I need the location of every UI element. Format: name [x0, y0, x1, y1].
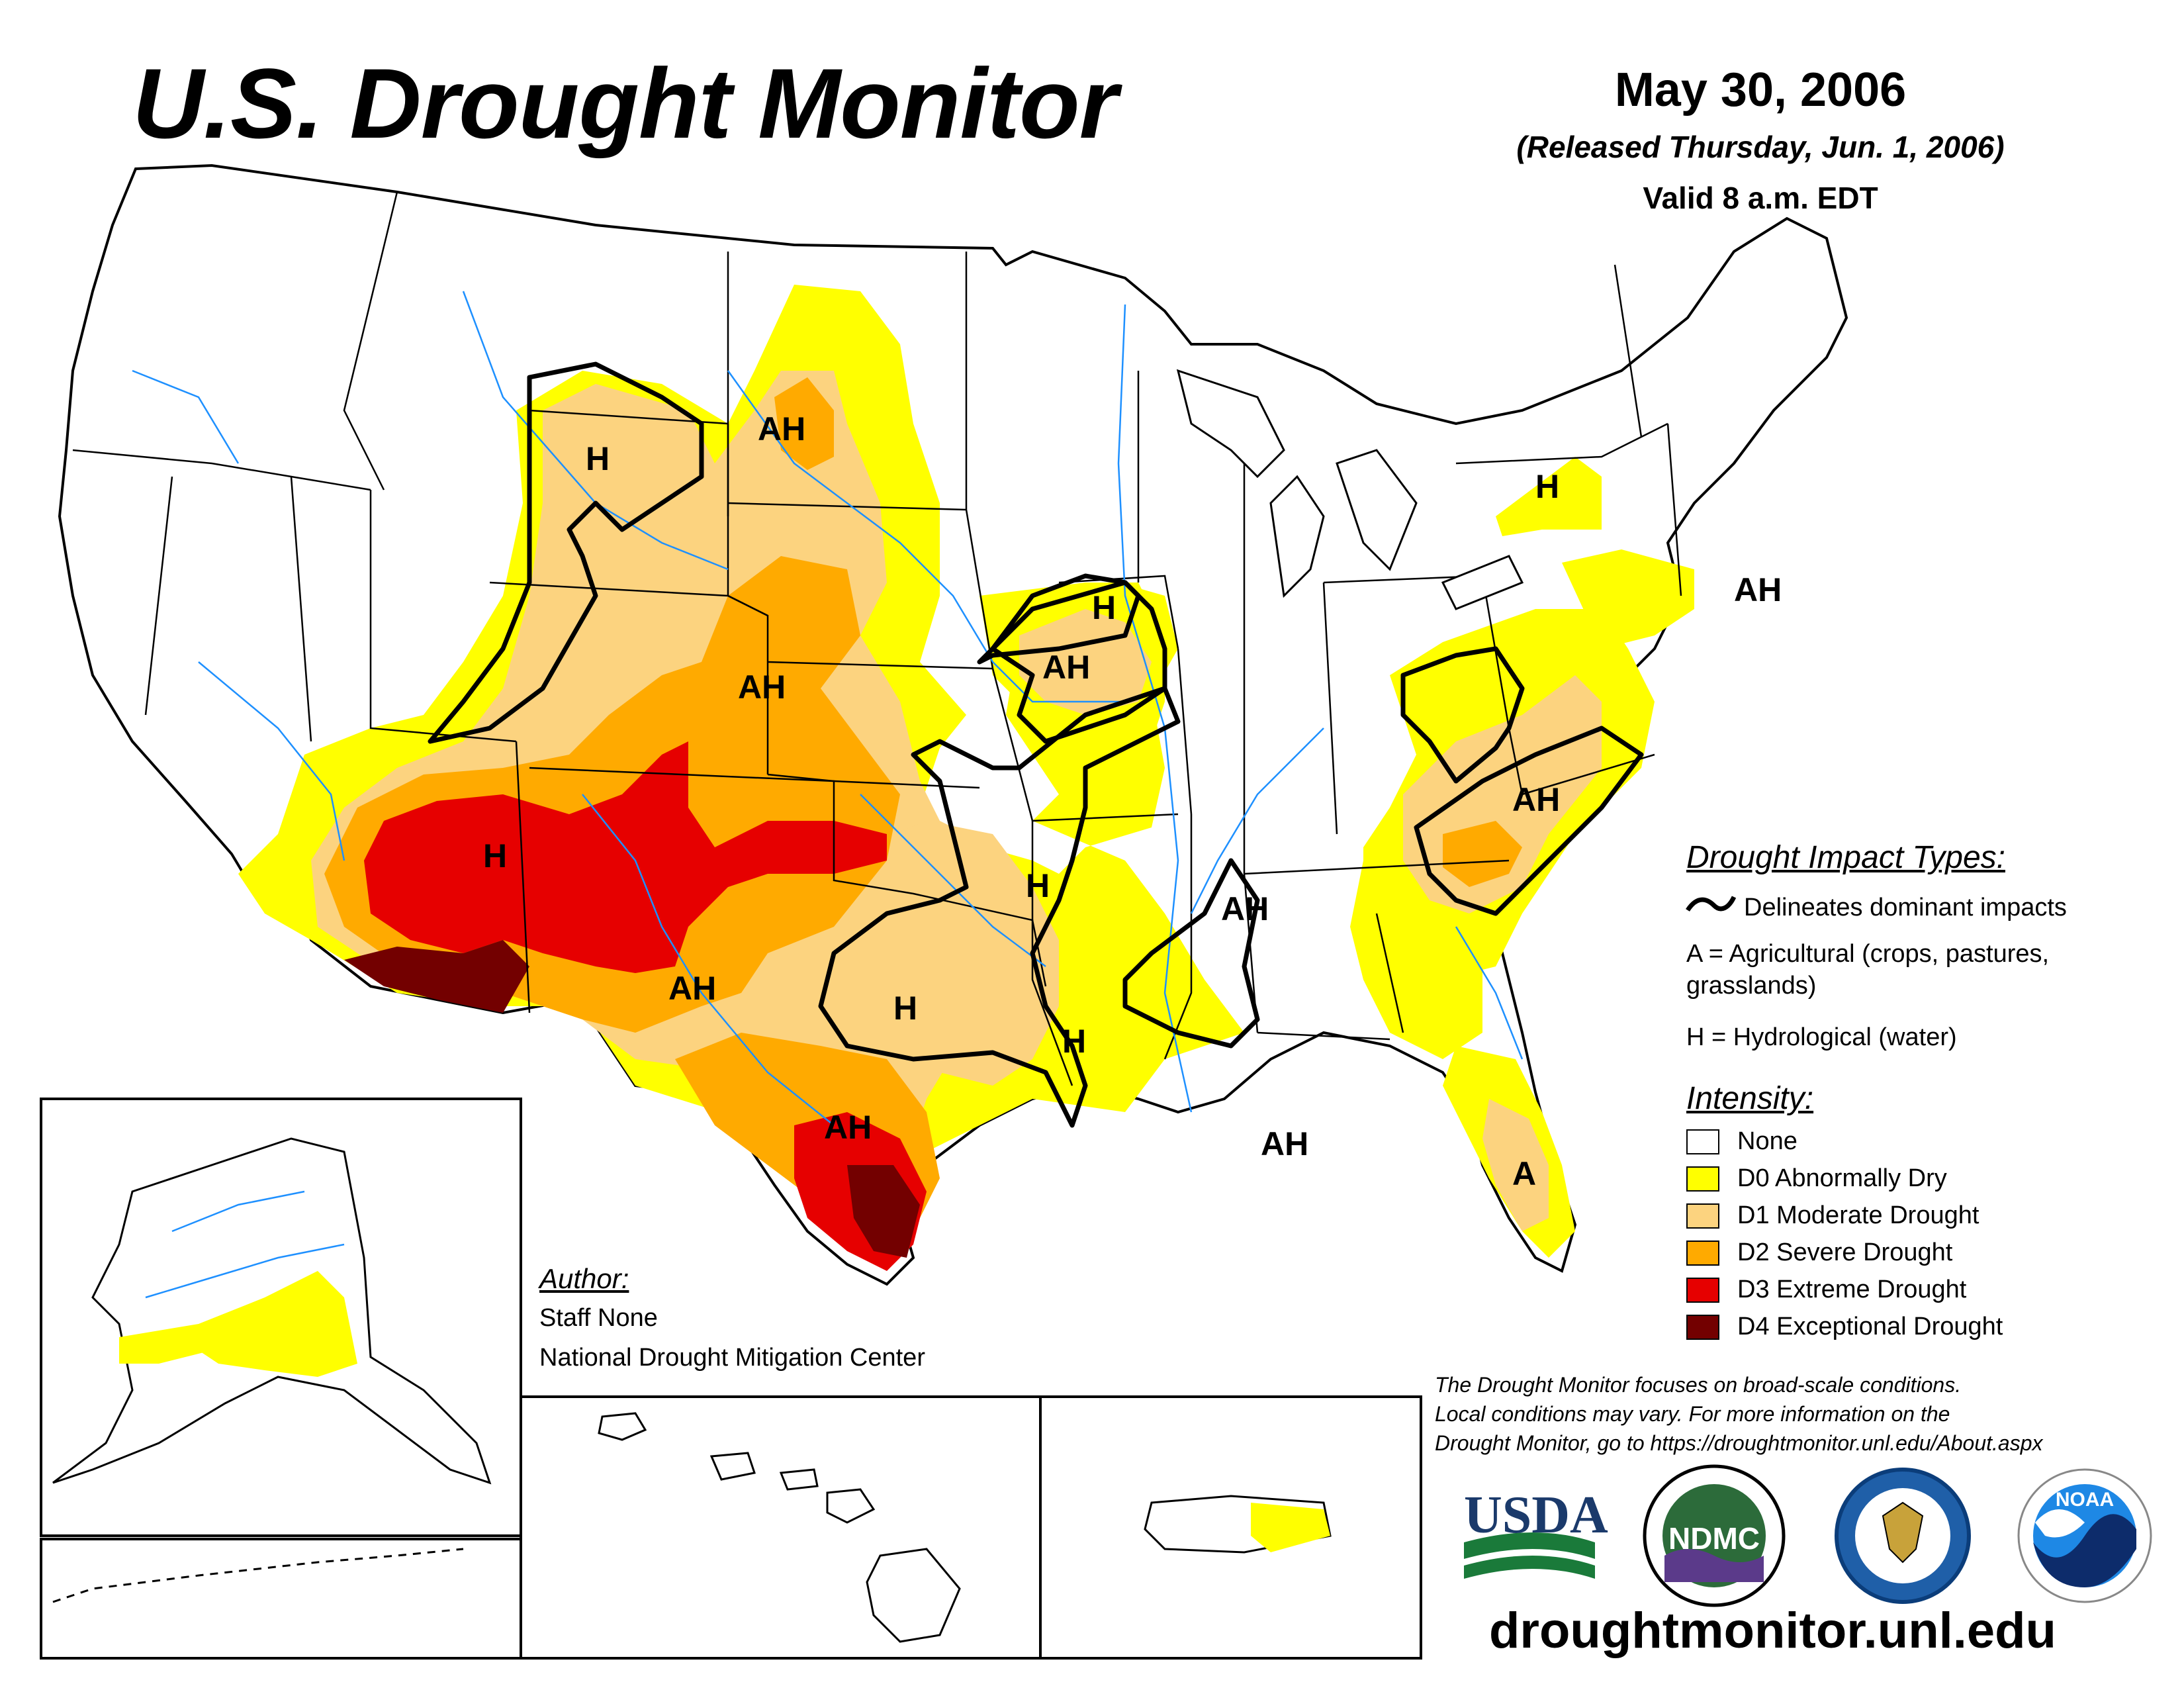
- label-ah-arizona: H: [483, 837, 507, 874]
- usda-logo: USDA: [1464, 1486, 1608, 1579]
- intensity-label-d2: D2 Severe Drought: [1737, 1239, 1953, 1266]
- drought-areas: [238, 285, 1694, 1271]
- disclaimer-line-3: Drought Monitor, go to https://droughtmo…: [1435, 1431, 2043, 1455]
- impact-delineation-icon: [1686, 896, 1737, 912]
- disclaimer-line-2: Local conditions may vary. For more info…: [1435, 1402, 1950, 1426]
- ndmc-logo-text: NDMC: [1668, 1521, 1760, 1556]
- state-boundaries: [72, 191, 1682, 1086]
- map-date: May 30, 2006: [1614, 64, 1907, 117]
- label-h-oklahoma: H: [893, 990, 917, 1027]
- label-ah-texas: AH: [824, 1109, 872, 1146]
- d0-area-northeast: [1496, 457, 1602, 536]
- impact-delineations: [428, 361, 1644, 1128]
- d2-area-virginia: [1443, 821, 1522, 887]
- label-h-wyoming: H: [586, 440, 610, 477]
- label-h-missouri: H: [1026, 867, 1050, 904]
- d2-area-dakotas: [774, 377, 834, 470]
- impact-delineates-text: Delineates dominant impacts: [1744, 894, 2067, 921]
- release-date: (Released Thursday, Jun. 1, 2006): [1516, 130, 2005, 164]
- noaa-logo-text: NOAA: [2056, 1489, 2114, 1511]
- swatch-d1: [1686, 1203, 1719, 1229]
- label-h-iowa: H: [1092, 589, 1116, 626]
- intensity-label-none: None: [1737, 1127, 1797, 1155]
- impact-agricultural-cont-text: grasslands): [1686, 972, 1817, 1000]
- author-name: Staff None: [539, 1304, 658, 1332]
- hawaii-inset: [598, 1412, 961, 1643]
- swatch-none: [1686, 1129, 1719, 1154]
- intensity-label-d4: D4 Exceptional Drought: [1737, 1313, 2003, 1340]
- puerto-rico-inset: [1144, 1495, 1332, 1554]
- intensity-label-d1: D1 Moderate Drought: [1737, 1201, 1979, 1229]
- label-h-northeast: AH: [1734, 571, 1782, 608]
- noaa-logo: NOAA: [2017, 1468, 2152, 1603]
- swatch-d4: [1686, 1315, 1719, 1340]
- label-ah-louisiana: AH: [1261, 1125, 1308, 1162]
- label-h-newyork: H: [1535, 468, 1559, 505]
- impact-hydrological-text: H = Hydrological (water): [1686, 1023, 1957, 1051]
- label-a-florida: A: [1512, 1155, 1536, 1192]
- commerce-logo: [1835, 1468, 1971, 1604]
- label-h-arkansas: H: [1062, 1023, 1086, 1060]
- disclaimer: The Drought Monitor focuses on broad-sca…: [1435, 1370, 2169, 1458]
- disclaimer-line-1: The Drought Monitor focuses on broad-sca…: [1435, 1373, 1962, 1397]
- d3-area-southwest: [364, 741, 887, 973]
- swatch-d0: [1686, 1166, 1719, 1192]
- inset-frames: [40, 1098, 1422, 1660]
- intensity-label-d3: D3 Extreme Drought: [1737, 1276, 1967, 1303]
- label-ah-virginia: AH: [1512, 781, 1560, 818]
- great-lakes: [1176, 369, 1524, 610]
- d1-area-texas: [847, 821, 1059, 1086]
- d4-area-arizona: [344, 940, 529, 1013]
- d0-area-midatlantic: [1562, 549, 1694, 649]
- alaska-inset: [52, 1137, 492, 1603]
- label-ah-newmexico: AH: [668, 970, 716, 1007]
- site-url[interactable]: droughtmonitor.unl.edu: [1489, 1603, 2056, 1659]
- valid-time: Valid 8 a.m. EDT: [1643, 181, 1878, 215]
- swatch-d2: [1686, 1241, 1719, 1266]
- label-ah-mississippi: AH: [1221, 890, 1269, 927]
- author-org: National Drought Mitigation Center: [539, 1344, 925, 1372]
- d1-area-florida: [1482, 1099, 1549, 1231]
- d4-area-south-texas: [847, 1165, 920, 1258]
- ndmc-logo: NDMC: [1643, 1464, 1786, 1607]
- d0-area-southeast: [1350, 861, 1482, 1059]
- swatch-d3: [1686, 1278, 1719, 1303]
- intensity-label-d0: D0 Abnormally Dry: [1737, 1164, 1947, 1192]
- author-heading: Author:: [539, 1263, 629, 1294]
- intensity-title: Intensity:: [1686, 1081, 1814, 1116]
- label-ah-iowa: AH: [1042, 649, 1090, 686]
- page-title: U.S. Drought Monitor: [132, 48, 1118, 159]
- label-ah-montana: AH: [758, 410, 805, 447]
- impact-agricultural-text: A = Agricultural (crops, pastures,: [1686, 940, 2050, 968]
- impact-labels: AH H AH H AH H AH H AH H H AH AH H AH AH…: [483, 410, 1782, 1192]
- label-ah-colorado: AH: [738, 669, 786, 706]
- impact-types-title: Drought Impact Types:: [1686, 840, 2005, 875]
